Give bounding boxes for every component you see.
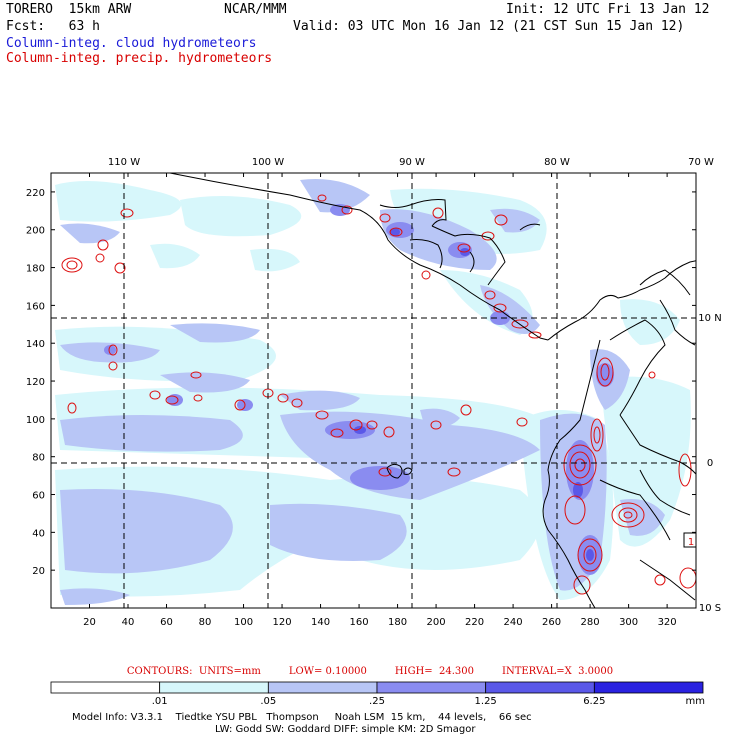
colorbar-swatch [50,681,161,694]
init-time: Init: 12 UTC Fri 13 Jan 12 [506,2,710,17]
graticule [51,173,696,608]
y-tick-label: 180 [26,264,45,275]
x-tick-label: 20 [83,617,96,628]
x-tick-label: 260 [542,617,561,628]
cloud-shading-peak [354,228,594,561]
precip-contours [61,194,696,595]
organization: NCAR/MMM [224,2,287,17]
latitude-label: 0 [707,458,713,469]
colorbar-tick-label: 6.25 [583,696,605,707]
y-tick-label: 80 [32,453,45,464]
y-tick-label: 120 [26,377,45,388]
y-tick-label: 160 [26,301,45,312]
model-info: Model Info: V3.3.1 Tiedtke YSU PBL Thomp… [72,712,532,723]
x-tick-label: 280 [581,617,600,628]
latitude-label: 10 S [699,603,721,614]
colorbar-swatch [376,681,487,694]
contour-high: HIGH= 24.300 [394,666,475,677]
x-tick-label: 80 [199,617,212,628]
y-tick-label: 60 [32,491,45,502]
physics-info: LW: Godd SW: Goddard DIFF: simple KM: 2D… [215,724,476,735]
valid-time: Valid: 03 UTC Mon 16 Jan 12 (21 CST Sun … [293,19,685,34]
colorbar-unit: mm [686,696,705,707]
contour-interval: INTERVAL=X 3.0000 [502,666,614,677]
x-tick-label: 100 [234,617,253,628]
colorbar-swatch [593,681,704,694]
y-tick-label: 100 [26,415,45,426]
longitude-label: 80 W [544,157,570,168]
x-tick-label: 180 [388,617,407,628]
forecast-hour: Fcst: 63 h [6,19,100,34]
x-tick-label: 40 [122,617,135,628]
contour-info: CONTOURS: UNITS=mm LOW= 0.10000 HIGH= 24.3… [0,666,740,677]
contour-low: LOW= 0.10000 [288,666,367,677]
y-tick-label: 40 [32,528,45,539]
colorbar-tick-label: .25 [369,696,385,707]
longitude-label: 100 W [252,157,284,168]
colorbar-swatch [159,681,269,694]
cloud-field-label: Column-integ. cloud hydrometeors [6,36,257,51]
longitude-label: 70 W [688,157,714,168]
longitude-label: 110 W [108,157,140,168]
x-tick-label: 200 [427,617,446,628]
x-tick-label: 220 [465,617,484,628]
colorbar-swatch [485,681,595,694]
x-tick-label: 140 [311,617,330,628]
y-tick-label: 220 [26,188,45,199]
x-tick-label: 320 [658,617,677,628]
colorbar-swatch [267,681,378,694]
precip-field-label: Column-integ. precip. hydrometeors [6,51,273,66]
x-tick-label: 240 [504,617,523,628]
colorbar-tick-label: .05 [260,696,276,707]
y-tick-label: 20 [32,566,45,577]
x-tick-label: 60 [160,617,173,628]
x-tick-label: 120 [272,617,291,628]
y-tick-label: 200 [26,226,45,237]
axis-layer: 20 40 60 80 100 120 140 160 180 200 220 240 260 280 30… [26,157,722,628]
colorbar: .01 .05 .25 1.25 6.25 mm [50,681,705,707]
y-tick-label: 140 [26,339,45,350]
model-title: TORERO 15km ARW [6,2,132,17]
plot-frame [50,172,697,609]
region-box-label: 1 [688,537,694,548]
x-tick-label: 300 [619,617,638,628]
x-tick-label: 160 [350,617,369,628]
colorbar-tick-label: .01 [152,696,168,707]
latitude-label: 10 N [698,313,721,324]
coastlines [169,173,696,608]
colorbar-tick-label: 1.25 [475,696,497,707]
contour-units: CONTOURS: UNITS=mm [126,666,261,677]
longitude-label: 90 W [399,157,425,168]
